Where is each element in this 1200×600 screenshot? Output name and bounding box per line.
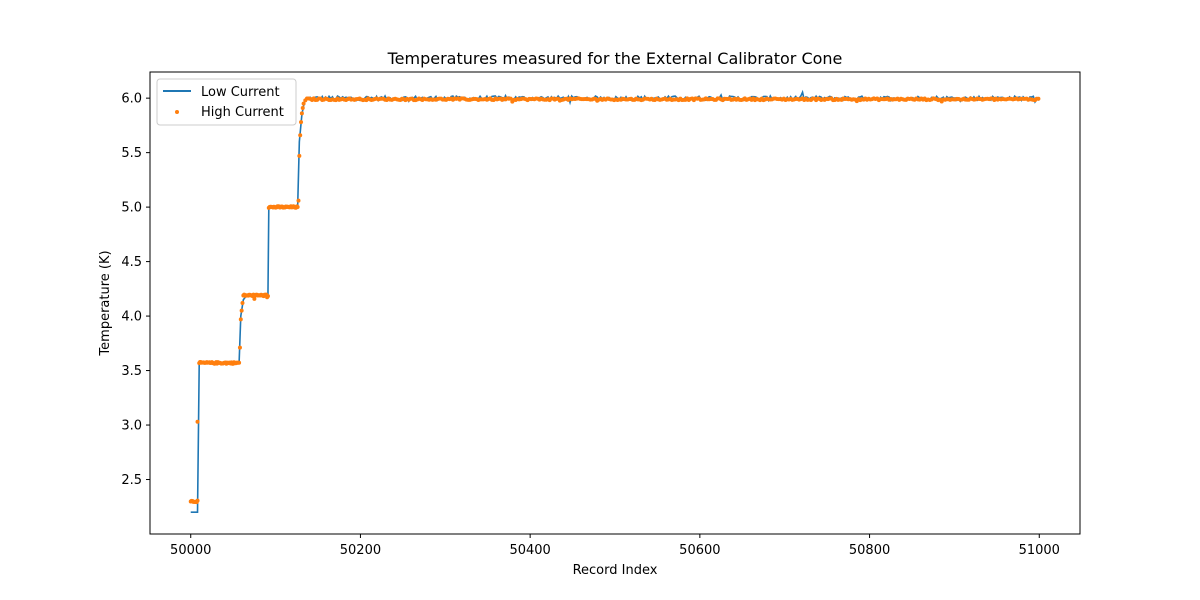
- high-current-point: [239, 308, 244, 313]
- high-current-scatter-group: [188, 96, 1041, 505]
- high-current-point: [299, 120, 304, 125]
- y-tick-label: 3.5: [121, 364, 142, 379]
- high-current-point: [195, 498, 200, 503]
- high-current-point: [237, 345, 242, 350]
- high-current-point: [195, 419, 200, 424]
- y-tick-label: 6.0: [121, 92, 142, 107]
- y-tick-label: 4.5: [121, 255, 142, 270]
- y-tick-label: 3.0: [121, 419, 142, 434]
- high-current-point: [297, 153, 302, 158]
- high-current-point: [303, 98, 308, 103]
- high-current-point: [237, 360, 242, 365]
- high-current-point: [508, 96, 513, 101]
- y-tick-label: 2.5: [121, 473, 142, 488]
- y-axis: 2.5 3.0 3.5 4.0 4.5 5.0 5.5 6.0: [121, 92, 150, 488]
- chart-title: Temperatures measured for the External C…: [387, 49, 843, 68]
- legend: Low Current High Current: [156, 78, 297, 126]
- high-current-point: [238, 317, 243, 322]
- y-tick-label: 5.5: [121, 146, 142, 161]
- high-current-point: [296, 198, 301, 203]
- plot-frame: [149, 71, 1081, 535]
- high-current-point: [1036, 96, 1041, 101]
- high-current-point: [301, 101, 306, 106]
- legend-low-current-label: Low Current: [201, 85, 280, 100]
- low-current-line-group: [190, 89, 1040, 514]
- high-current-point: [299, 111, 304, 116]
- high-current-point: [295, 205, 300, 209]
- x-tick-label: 50200: [340, 543, 381, 558]
- high-current-point: [240, 301, 245, 305]
- x-tick-label: 50400: [509, 543, 550, 558]
- high-current-point: [298, 133, 303, 138]
- x-axis-label: Record Index: [573, 563, 658, 578]
- low-current-line: [190, 89, 1040, 514]
- x-tick-label: 50000: [170, 543, 211, 558]
- high-current-point: [300, 105, 305, 110]
- x-tick-label: 50600: [679, 543, 720, 558]
- legend-high-current-label: High Current: [201, 105, 284, 120]
- y-tick-label: 5.0: [121, 201, 142, 216]
- y-tick-label: 4.0: [121, 310, 142, 325]
- x-tick-label: 50800: [849, 543, 890, 558]
- y-axis-label: Temperature (K): [98, 250, 113, 356]
- high-current-point: [252, 296, 257, 301]
- legend-box: [156, 78, 297, 126]
- high-current-point: [265, 294, 270, 299]
- x-axis: 50000 50200 50400 50600 50800 51000: [170, 534, 1060, 558]
- legend-high-current-swatch: [175, 110, 179, 114]
- x-tick-label: 51000: [1019, 543, 1060, 558]
